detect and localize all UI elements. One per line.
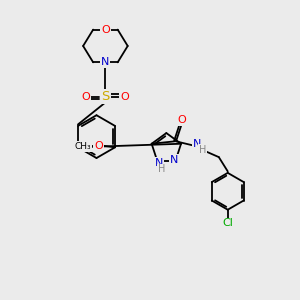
Text: O: O bbox=[82, 92, 91, 101]
Text: H: H bbox=[158, 164, 165, 174]
Text: N: N bbox=[154, 158, 163, 167]
Text: N: N bbox=[170, 154, 178, 164]
Text: O: O bbox=[94, 141, 103, 151]
Text: N: N bbox=[101, 57, 110, 67]
Text: S: S bbox=[101, 90, 110, 103]
Text: O: O bbox=[120, 92, 129, 101]
Text: O: O bbox=[101, 25, 110, 34]
Text: H: H bbox=[199, 145, 206, 155]
Text: CH₃: CH₃ bbox=[75, 142, 92, 151]
Text: Cl: Cl bbox=[222, 218, 233, 228]
Text: O: O bbox=[178, 115, 186, 125]
Text: N: N bbox=[193, 139, 202, 149]
